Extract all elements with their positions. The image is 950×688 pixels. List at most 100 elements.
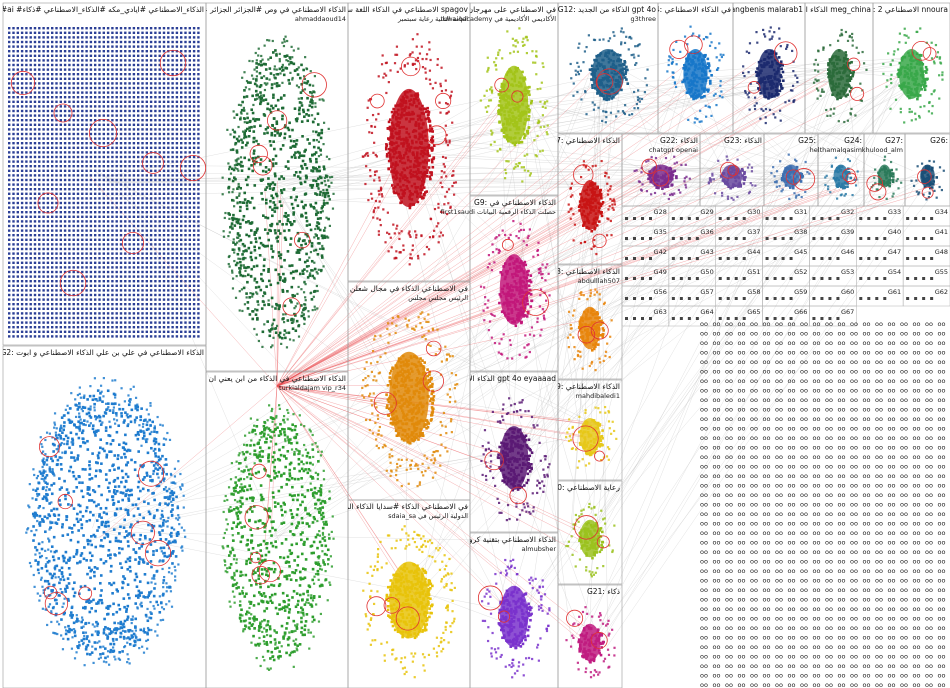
node [12, 247, 15, 251]
node [25, 312, 28, 315]
node-cluster-g1 [8, 27, 206, 338]
node [128, 489, 132, 493]
node [171, 303, 174, 306]
node [85, 96, 88, 99]
node [94, 330, 97, 333]
node [149, 40, 153, 44]
node [81, 224, 84, 228]
edge [271, 152, 412, 188]
node [61, 554, 65, 558]
node [16, 169, 19, 172]
node [162, 215, 166, 218]
node [102, 234, 105, 237]
node [180, 197, 183, 200]
node [172, 481, 175, 484]
node [40, 554, 44, 558]
node [60, 441, 63, 445]
node [134, 617, 138, 621]
node [53, 474, 56, 477]
node [12, 316, 15, 320]
node [89, 100, 93, 103]
node [72, 307, 75, 310]
node [158, 316, 161, 320]
node [20, 261, 24, 264]
node [25, 270, 28, 274]
node [145, 224, 148, 228]
node [181, 484, 184, 487]
node [137, 27, 140, 30]
node [169, 491, 172, 495]
node [158, 220, 161, 223]
node [8, 229, 11, 232]
node [78, 592, 81, 596]
node [141, 59, 144, 62]
node [59, 578, 62, 581]
node [119, 266, 123, 269]
node [188, 188, 191, 191]
node [128, 298, 131, 301]
node [162, 146, 166, 149]
node [111, 109, 114, 113]
node [167, 234, 170, 237]
node [42, 100, 45, 103]
node [41, 465, 44, 469]
node [197, 137, 200, 140]
node [132, 123, 136, 126]
node [175, 54, 179, 57]
node [90, 651, 94, 654]
node [85, 243, 88, 246]
node [42, 160, 45, 163]
node [105, 478, 108, 482]
edge-highlight [276, 74, 707, 387]
node [158, 50, 161, 53]
node [63, 211, 67, 214]
node [149, 321, 153, 324]
edge [425, 137, 782, 177]
edge-highlight [276, 385, 604, 426]
node [132, 644, 136, 648]
node [192, 243, 196, 246]
node [29, 211, 32, 214]
node [119, 635, 122, 639]
node [171, 280, 174, 283]
node [55, 298, 58, 301]
node [188, 229, 191, 232]
node [12, 243, 15, 246]
node [66, 577, 70, 580]
node [38, 54, 41, 57]
node [128, 303, 131, 306]
node [72, 220, 75, 223]
node [46, 224, 50, 228]
node [149, 600, 152, 604]
node [16, 201, 19, 205]
node [180, 188, 183, 191]
node [46, 155, 50, 159]
node [98, 178, 101, 182]
node [51, 169, 54, 172]
node [73, 581, 76, 585]
node [101, 652, 105, 655]
node [140, 604, 143, 608]
node [119, 40, 123, 44]
node [98, 27, 101, 30]
node [154, 197, 157, 200]
node [128, 335, 131, 338]
node [38, 132, 41, 136]
node [118, 547, 121, 550]
node [138, 638, 142, 642]
node [115, 50, 118, 53]
node [76, 303, 80, 306]
node [306, 96, 309, 100]
node [59, 160, 62, 163]
node [33, 77, 37, 80]
node [55, 132, 58, 136]
node [72, 105, 75, 108]
node [119, 234, 123, 237]
node [8, 169, 11, 172]
node [52, 631, 55, 634]
node [117, 485, 121, 488]
node [12, 326, 15, 329]
node [33, 128, 37, 131]
node [29, 68, 32, 71]
node [127, 497, 130, 500]
